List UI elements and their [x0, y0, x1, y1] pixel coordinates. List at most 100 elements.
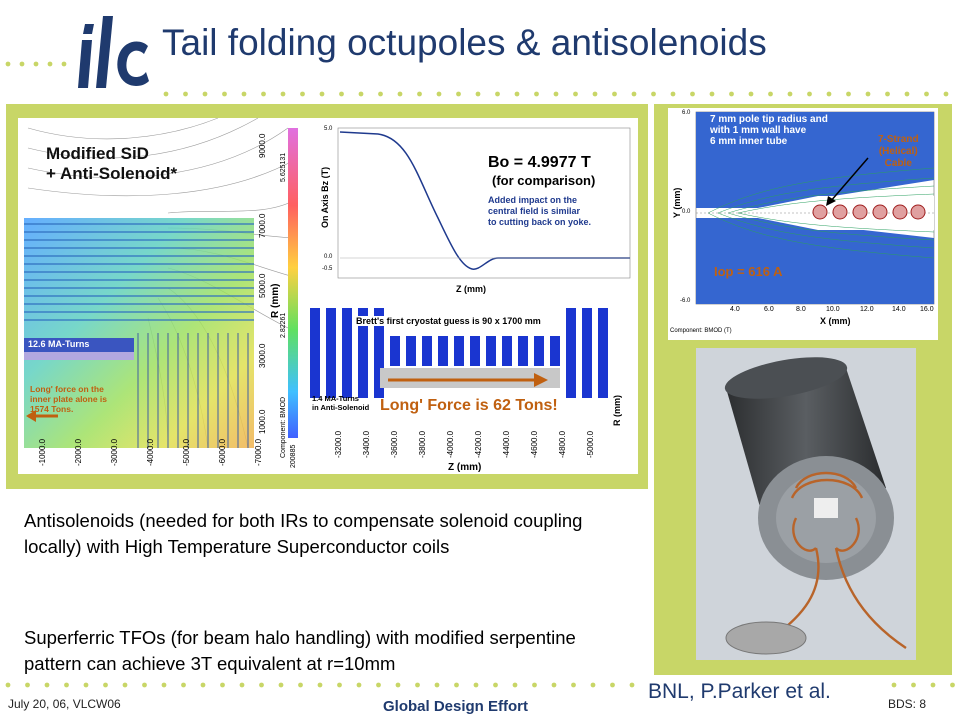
decor-dot: [181, 682, 186, 688]
decor-dot: [612, 91, 617, 97]
bo-value: Bo = 4.9977 T: [488, 154, 591, 171]
z-tick: -5000.0: [586, 430, 595, 458]
decor-dot: [44, 682, 50, 688]
decor-dot: [280, 91, 286, 97]
decor-dot: [826, 91, 832, 97]
decor-dot: [553, 91, 559, 97]
z-tick: -4600.0: [530, 430, 539, 458]
decor-dot: [729, 91, 734, 97]
z-tick: -3000.0: [110, 438, 119, 466]
decor-dot: [534, 91, 539, 97]
decor-dot: [454, 682, 459, 688]
bz-note-line2: central field is similar: [488, 206, 581, 216]
r-tick: 9000.0: [258, 133, 267, 158]
z-tick: -3600.0: [390, 430, 399, 458]
r-tick: 7000.0: [258, 213, 267, 238]
r-tick: 3000.0: [258, 343, 267, 368]
decor-dot: [493, 682, 498, 688]
bo-subtitle: (for comparison): [492, 173, 596, 188]
decor-dot: [122, 682, 128, 688]
decor-dot: [573, 91, 578, 97]
slide-title: Tail folding octupoles & antisolenoids: [162, 22, 767, 63]
decor-dot: [891, 682, 897, 688]
decor-dot: [259, 682, 264, 688]
decor-dot: [748, 91, 754, 97]
figure-heading-line1: Modified SiD: [46, 144, 149, 163]
bz-note-line1: Added impact on the: [488, 195, 578, 205]
footer-date-event: July 20, 06, VLCW06: [8, 697, 121, 711]
decor-dot: [930, 682, 936, 688]
decor-dot: [943, 91, 949, 97]
decor-dot: [222, 91, 227, 97]
colorbar-value: 2.82261: [280, 312, 287, 338]
title-dots-top-left: [5, 61, 67, 67]
decor-dot: [787, 91, 793, 97]
octupole-ytick-zero: 0.0: [682, 209, 691, 215]
decor-dot: [670, 91, 676, 97]
anti-turns-line1: 1.4 MA-Turns: [312, 394, 359, 403]
bz-note-line3: to cutting back on yoke.: [488, 217, 592, 227]
octupole-ytick-top: 6.0: [682, 110, 691, 116]
force-note-line3: 1574 Tons.: [30, 404, 74, 414]
simulation-figure: Modified SiD + Anti-Solenoid* 12.6 MA-Tu…: [18, 117, 638, 474]
title-underline-dots: [163, 91, 949, 97]
octupole-xaxis-label: X (mm): [820, 316, 851, 326]
ilc-logo: [70, 10, 156, 96]
decor-dot: [807, 91, 812, 97]
decor-dot: [473, 682, 479, 688]
decor-dot: [376, 682, 381, 688]
decor-dot: [532, 682, 537, 688]
cryostat-z-label: Z (mm): [448, 462, 482, 473]
octupole-xtick: 10.0: [826, 306, 840, 313]
paragraph-antisolenoids: Antisolenoids (needed for both IRs to co…: [24, 510, 583, 557]
cryostat-r-label: R (mm): [612, 395, 622, 426]
decor-dot: [434, 682, 440, 688]
simulation-figure-panel: Modified SiD + Anti-Solenoid* 12.6 MA-Tu…: [6, 104, 648, 489]
decor-dot: [142, 682, 147, 688]
colorbar-label: Component: BMOD: [280, 396, 287, 458]
decor-dot: [610, 682, 615, 688]
decor-dot: [885, 91, 890, 97]
decor-dot: [514, 91, 520, 97]
decor-dot: [298, 682, 303, 688]
octupole-xtick: 12.0: [860, 306, 874, 313]
decor-dot: [356, 682, 362, 688]
anti-turns-line2: in Anti-Solenoid: [312, 403, 370, 412]
z-tick: -2000.0: [74, 438, 83, 466]
decor-dot: [592, 91, 598, 97]
decor-dot: [846, 91, 851, 97]
figure-heading-line2: + Anti-Solenoid*: [46, 164, 178, 183]
decor-dot: [397, 91, 403, 97]
decor-dot: [495, 91, 500, 97]
decor-dot: [690, 91, 695, 97]
z-tick: -4000.0: [146, 438, 155, 466]
decor-dot: [261, 91, 266, 97]
decor-dot: [415, 682, 420, 688]
decor-dot: [950, 682, 955, 688]
octupole-field-plot: 7 mm pole tip radius and with 1 mm wall …: [668, 108, 938, 340]
z-tick: -3400.0: [362, 430, 371, 458]
strand-line1: 7-Strand: [878, 134, 919, 145]
decor-dot: [512, 682, 518, 688]
octupole-ytick-bottom: -6.0: [680, 298, 691, 304]
decor-dot: [200, 682, 206, 688]
force-note-line1: Long' force on the: [30, 384, 104, 394]
bz-tick-top: 5.0: [324, 126, 333, 132]
bz-tick-bottom: -0.5: [322, 266, 333, 272]
bz-axis-label: On Axis Bz (T): [320, 166, 330, 228]
r-tick: 5000.0: [258, 273, 267, 298]
octupole-note-line3: 6 mm inner tube: [710, 136, 788, 147]
decor-dot: [161, 682, 167, 688]
bz-xaxis-label: Z (mm): [456, 284, 486, 294]
z-tick: -4400.0: [502, 430, 511, 458]
octupole-yaxis-label: Y (mm): [672, 187, 682, 218]
octupole-figure-panel: 7 mm pole tip radius and with 1 mm wall …: [654, 104, 952, 675]
bz-tick-zero: 0.0: [324, 254, 333, 260]
z-tick: -3800.0: [418, 430, 427, 458]
decor-dot: [319, 91, 325, 97]
octupole-xtick: 6.0: [764, 306, 774, 313]
force-note-line2: inner plate alone is: [30, 394, 107, 404]
z-tick: -6000.0: [218, 438, 227, 466]
operating-current: Iop = 616 A: [714, 264, 783, 279]
decor-dot: [768, 91, 773, 97]
